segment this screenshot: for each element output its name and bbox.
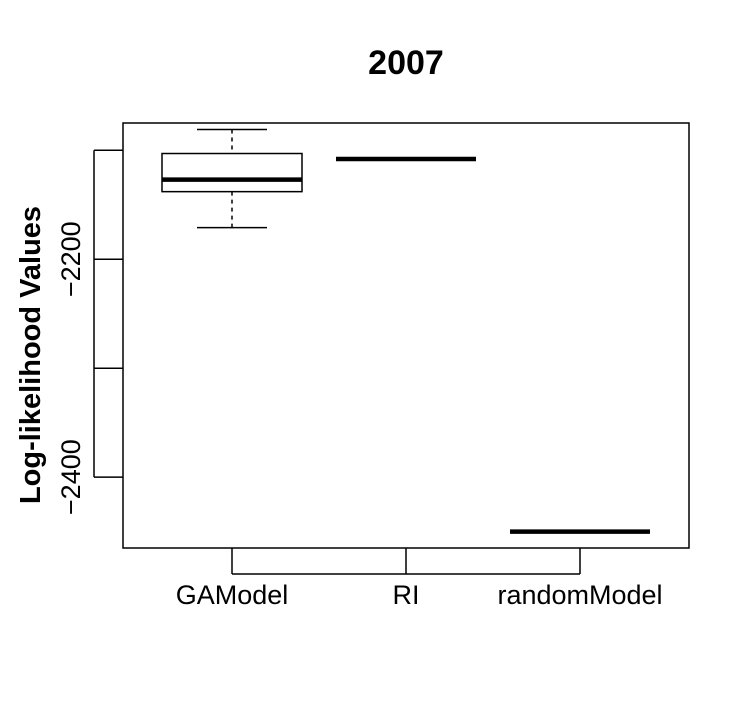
plot-frame — [122, 122, 690, 549]
y-axis: −2200 −2400 — [56, 149, 123, 515]
y-tick-label: −2200 — [56, 221, 86, 297]
y-tick-label: −2400 — [56, 439, 86, 515]
x-tick-label: randomModel — [497, 580, 662, 610]
box-iqr — [161, 152, 303, 193]
x-tick-label: RI — [393, 580, 420, 610]
x-tick-label: GAModel — [176, 580, 289, 610]
chart-title: 2007 — [368, 44, 444, 82]
y-axis-label: Log-likelihood Values — [15, 206, 47, 504]
box-series — [161, 128, 650, 534]
box-GAModel — [161, 128, 303, 229]
x-axis: GAModel RI randomModel — [176, 548, 663, 610]
